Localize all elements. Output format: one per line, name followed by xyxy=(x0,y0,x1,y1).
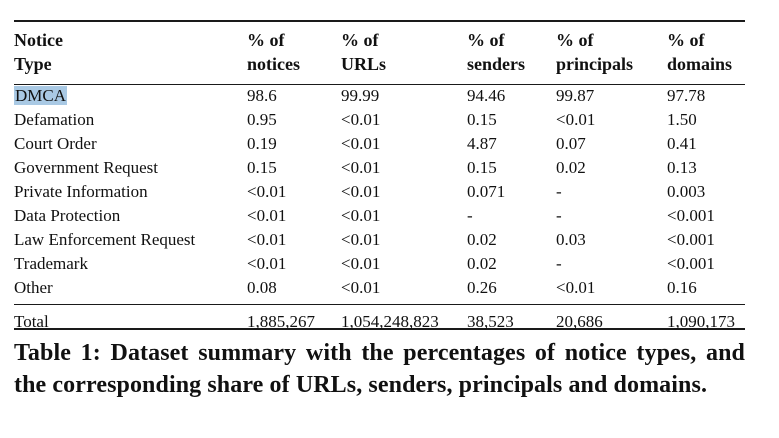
table-header-row: Notice Type % of notices % of URLs % of send… xyxy=(14,28,745,84)
table-row: DMCA 98.6 99.99 94.46 99.87 97.78 xyxy=(14,84,745,108)
row-label: Court Order xyxy=(14,134,97,153)
header-urls: % of URLs xyxy=(341,30,387,74)
table-cell: - xyxy=(467,206,473,225)
dataset-summary-table: Notice Type % of notices % of URLs % of send… xyxy=(14,28,745,334)
total-label: Total xyxy=(14,312,49,331)
table-cell: 0.02 xyxy=(467,230,497,249)
table-cell: 0.13 xyxy=(667,158,697,177)
header-principals: % of principals xyxy=(556,30,634,74)
table-cell: 0.02 xyxy=(467,254,497,273)
total-cell: 1,885,267 xyxy=(247,312,315,331)
table-cell: <0.01 xyxy=(341,110,381,129)
table-cell: 4.87 xyxy=(467,134,497,153)
table-total-rule xyxy=(14,304,745,305)
total-cell: 1,090,173 xyxy=(667,312,735,331)
header-domains: % of domains xyxy=(667,30,733,74)
table-cell: <0.01 xyxy=(341,134,381,153)
table-cell: 0.003 xyxy=(667,182,706,201)
row-label[interactable]: DMCA xyxy=(14,84,247,108)
table-cell: 0.16 xyxy=(667,278,697,297)
row-label: Data Protection xyxy=(14,206,121,225)
table-cell: 94.46 xyxy=(467,86,506,105)
table-cell: 0.02 xyxy=(556,158,586,177)
table-cell: <0.01 xyxy=(247,182,287,201)
table-caption: Table 1: Dataset summary with the percen… xyxy=(14,340,745,398)
table-cell: <0.001 xyxy=(667,254,715,273)
table-cell: 0.95 xyxy=(247,110,277,129)
table-cell: 0.07 xyxy=(556,134,586,153)
table-cell: 97.78 xyxy=(667,86,706,105)
header-notices: % of notices xyxy=(247,30,300,74)
table-cell: 0.15 xyxy=(467,110,497,129)
table-cell: <0.01 xyxy=(341,206,381,225)
table-cell: 99.87 xyxy=(556,86,595,105)
table-top-rule xyxy=(14,20,745,22)
table-row: Trademark <0.01 <0.01 0.02 - <0.001 xyxy=(14,252,745,276)
table-row: Government Request 0.15 <0.01 0.15 0.02 … xyxy=(14,156,745,180)
table-cell: 0.41 xyxy=(667,134,697,153)
table-row: Other 0.08 <0.01 0.26 <0.01 0.16 xyxy=(14,276,745,300)
table-cell: 0.26 xyxy=(467,278,497,297)
table-row: Data Protection <0.01 <0.01 - - <0.001 xyxy=(14,204,745,228)
row-label: Government Request xyxy=(14,158,158,177)
table-cell: - xyxy=(556,254,562,273)
table-cell: 1.50 xyxy=(667,110,697,129)
table-row: Court Order 0.19 <0.01 4.87 0.07 0.41 xyxy=(14,132,745,156)
row-label: Private Information xyxy=(14,182,148,201)
row-label: Law Enforcement Request xyxy=(14,230,196,249)
table-cell: 98.6 xyxy=(247,86,277,105)
table-row: Private Information <0.01 <0.01 0.071 - … xyxy=(14,180,745,204)
header-notice-type: Notice Type xyxy=(14,30,63,74)
row-label: Trademark xyxy=(14,254,88,273)
table-cell: <0.01 xyxy=(341,182,381,201)
row-label: Other xyxy=(14,278,53,297)
table-cell: 0.08 xyxy=(247,278,277,297)
total-cell: 20,686 xyxy=(556,312,603,331)
table-cell: <0.01 xyxy=(341,158,381,177)
table-cell: <0.001 xyxy=(667,230,715,249)
table-cell: 0.15 xyxy=(247,158,277,177)
table-cell: <0.01 xyxy=(341,254,381,273)
header-senders: % of senders xyxy=(467,30,525,74)
table-cell: 99.99 xyxy=(341,86,380,105)
total-cell: 38,523 xyxy=(467,312,514,331)
table-cell: 0.071 xyxy=(467,182,506,201)
table-bottom-rule xyxy=(14,328,745,330)
table-cell: <0.01 xyxy=(247,230,287,249)
table-row: Defamation 0.95 <0.01 0.15 <0.01 1.50 xyxy=(14,108,745,132)
table-cell: 0.15 xyxy=(467,158,497,177)
total-cell: 1,054,248,823 xyxy=(341,312,439,331)
table-cell: <0.01 xyxy=(247,254,287,273)
table-cell: 0.03 xyxy=(556,230,586,249)
table-cell: - xyxy=(556,206,562,225)
selected-text-highlight[interactable]: DMCA xyxy=(14,86,68,105)
table-cell: <0.01 xyxy=(556,110,596,129)
table-header-rule xyxy=(14,84,745,85)
row-label: Defamation xyxy=(14,110,95,129)
table-total-row: Total 1,885,267 1,054,248,823 38,523 20,… xyxy=(14,300,745,334)
table-cell: <0.01 xyxy=(556,278,596,297)
table-cell: <0.01 xyxy=(341,278,381,297)
table-cell: 0.19 xyxy=(247,134,277,153)
table-row: Law Enforcement Request <0.01 <0.01 0.02… xyxy=(14,228,745,252)
table-cell: <0.01 xyxy=(341,230,381,249)
table-cell: <0.01 xyxy=(247,206,287,225)
table-cell: - xyxy=(556,182,562,201)
table-cell: <0.001 xyxy=(667,206,715,225)
